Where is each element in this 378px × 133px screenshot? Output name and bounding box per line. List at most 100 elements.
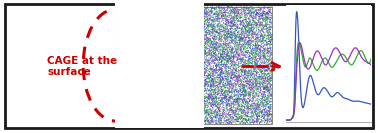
Point [239, 62, 245, 64]
Point [118, 85, 124, 87]
Point [145, 28, 151, 30]
Point [226, 39, 232, 41]
Point [127, 106, 133, 108]
Point [146, 21, 152, 23]
Point [132, 35, 138, 37]
Point [164, 89, 170, 91]
Point [126, 60, 132, 63]
Point [253, 110, 259, 112]
Point [176, 40, 182, 42]
Point [259, 71, 265, 73]
Point [203, 6, 209, 8]
Point [243, 37, 249, 39]
Point [239, 52, 245, 54]
Point [260, 70, 266, 72]
Point [255, 12, 261, 14]
Point [161, 24, 167, 26]
Point [175, 23, 181, 25]
Point [216, 113, 222, 115]
Point [118, 46, 124, 48]
Point [140, 82, 146, 84]
Point [185, 27, 191, 30]
Point [173, 117, 179, 119]
Point [135, 93, 141, 95]
Point [150, 34, 156, 37]
Point [172, 20, 178, 22]
Point [185, 40, 191, 43]
Point [260, 37, 266, 39]
Point [120, 68, 126, 70]
Point [216, 66, 222, 68]
Point [117, 114, 123, 116]
Point [191, 119, 197, 121]
Point [257, 57, 263, 59]
Point [193, 119, 199, 121]
Point [205, 51, 211, 53]
Point [158, 105, 164, 107]
Point [125, 102, 131, 104]
Point [180, 13, 186, 15]
Point [257, 55, 263, 57]
Point [204, 121, 211, 123]
Point [253, 113, 259, 115]
Point [247, 58, 253, 60]
Point [194, 32, 200, 34]
Point [175, 119, 181, 121]
Point [135, 81, 141, 83]
Point [231, 100, 237, 102]
Point [178, 58, 184, 60]
Point [136, 20, 142, 22]
Point [192, 47, 198, 49]
Point [189, 93, 195, 95]
Point [132, 13, 138, 15]
Point [188, 80, 194, 83]
Point [209, 94, 215, 96]
Point [115, 99, 121, 101]
Point [186, 54, 192, 56]
Point [150, 109, 156, 111]
Point [116, 65, 122, 68]
Point [172, 36, 178, 38]
Point [164, 16, 170, 18]
Point [119, 83, 125, 86]
Point [245, 79, 251, 81]
Point [241, 109, 247, 111]
Point [201, 6, 207, 9]
Point [174, 62, 180, 64]
Point [190, 75, 196, 78]
Point [150, 61, 156, 64]
Point [246, 64, 252, 66]
Point [202, 59, 208, 61]
Point [145, 106, 151, 109]
Point [245, 71, 251, 73]
Point [124, 107, 130, 109]
Point [139, 71, 145, 73]
Point [159, 101, 165, 104]
Point [230, 33, 236, 35]
Point [137, 79, 143, 81]
Point [197, 40, 203, 42]
Point [126, 31, 132, 33]
Point [268, 101, 274, 103]
Point [235, 9, 242, 11]
Point [233, 65, 239, 67]
Point [184, 30, 190, 32]
Point [232, 40, 239, 43]
Point [145, 60, 151, 62]
Point [157, 19, 163, 21]
Point [254, 115, 260, 117]
Point [253, 51, 259, 53]
Point [130, 106, 136, 108]
Point [139, 9, 145, 11]
Point [136, 24, 142, 26]
Point [187, 73, 193, 75]
Point [147, 101, 153, 103]
Point [258, 21, 264, 23]
Point [141, 122, 147, 124]
Point [234, 27, 240, 29]
Point [167, 57, 174, 59]
Point [194, 43, 200, 45]
Point [144, 82, 150, 84]
Point [231, 28, 237, 30]
Point [181, 65, 187, 67]
